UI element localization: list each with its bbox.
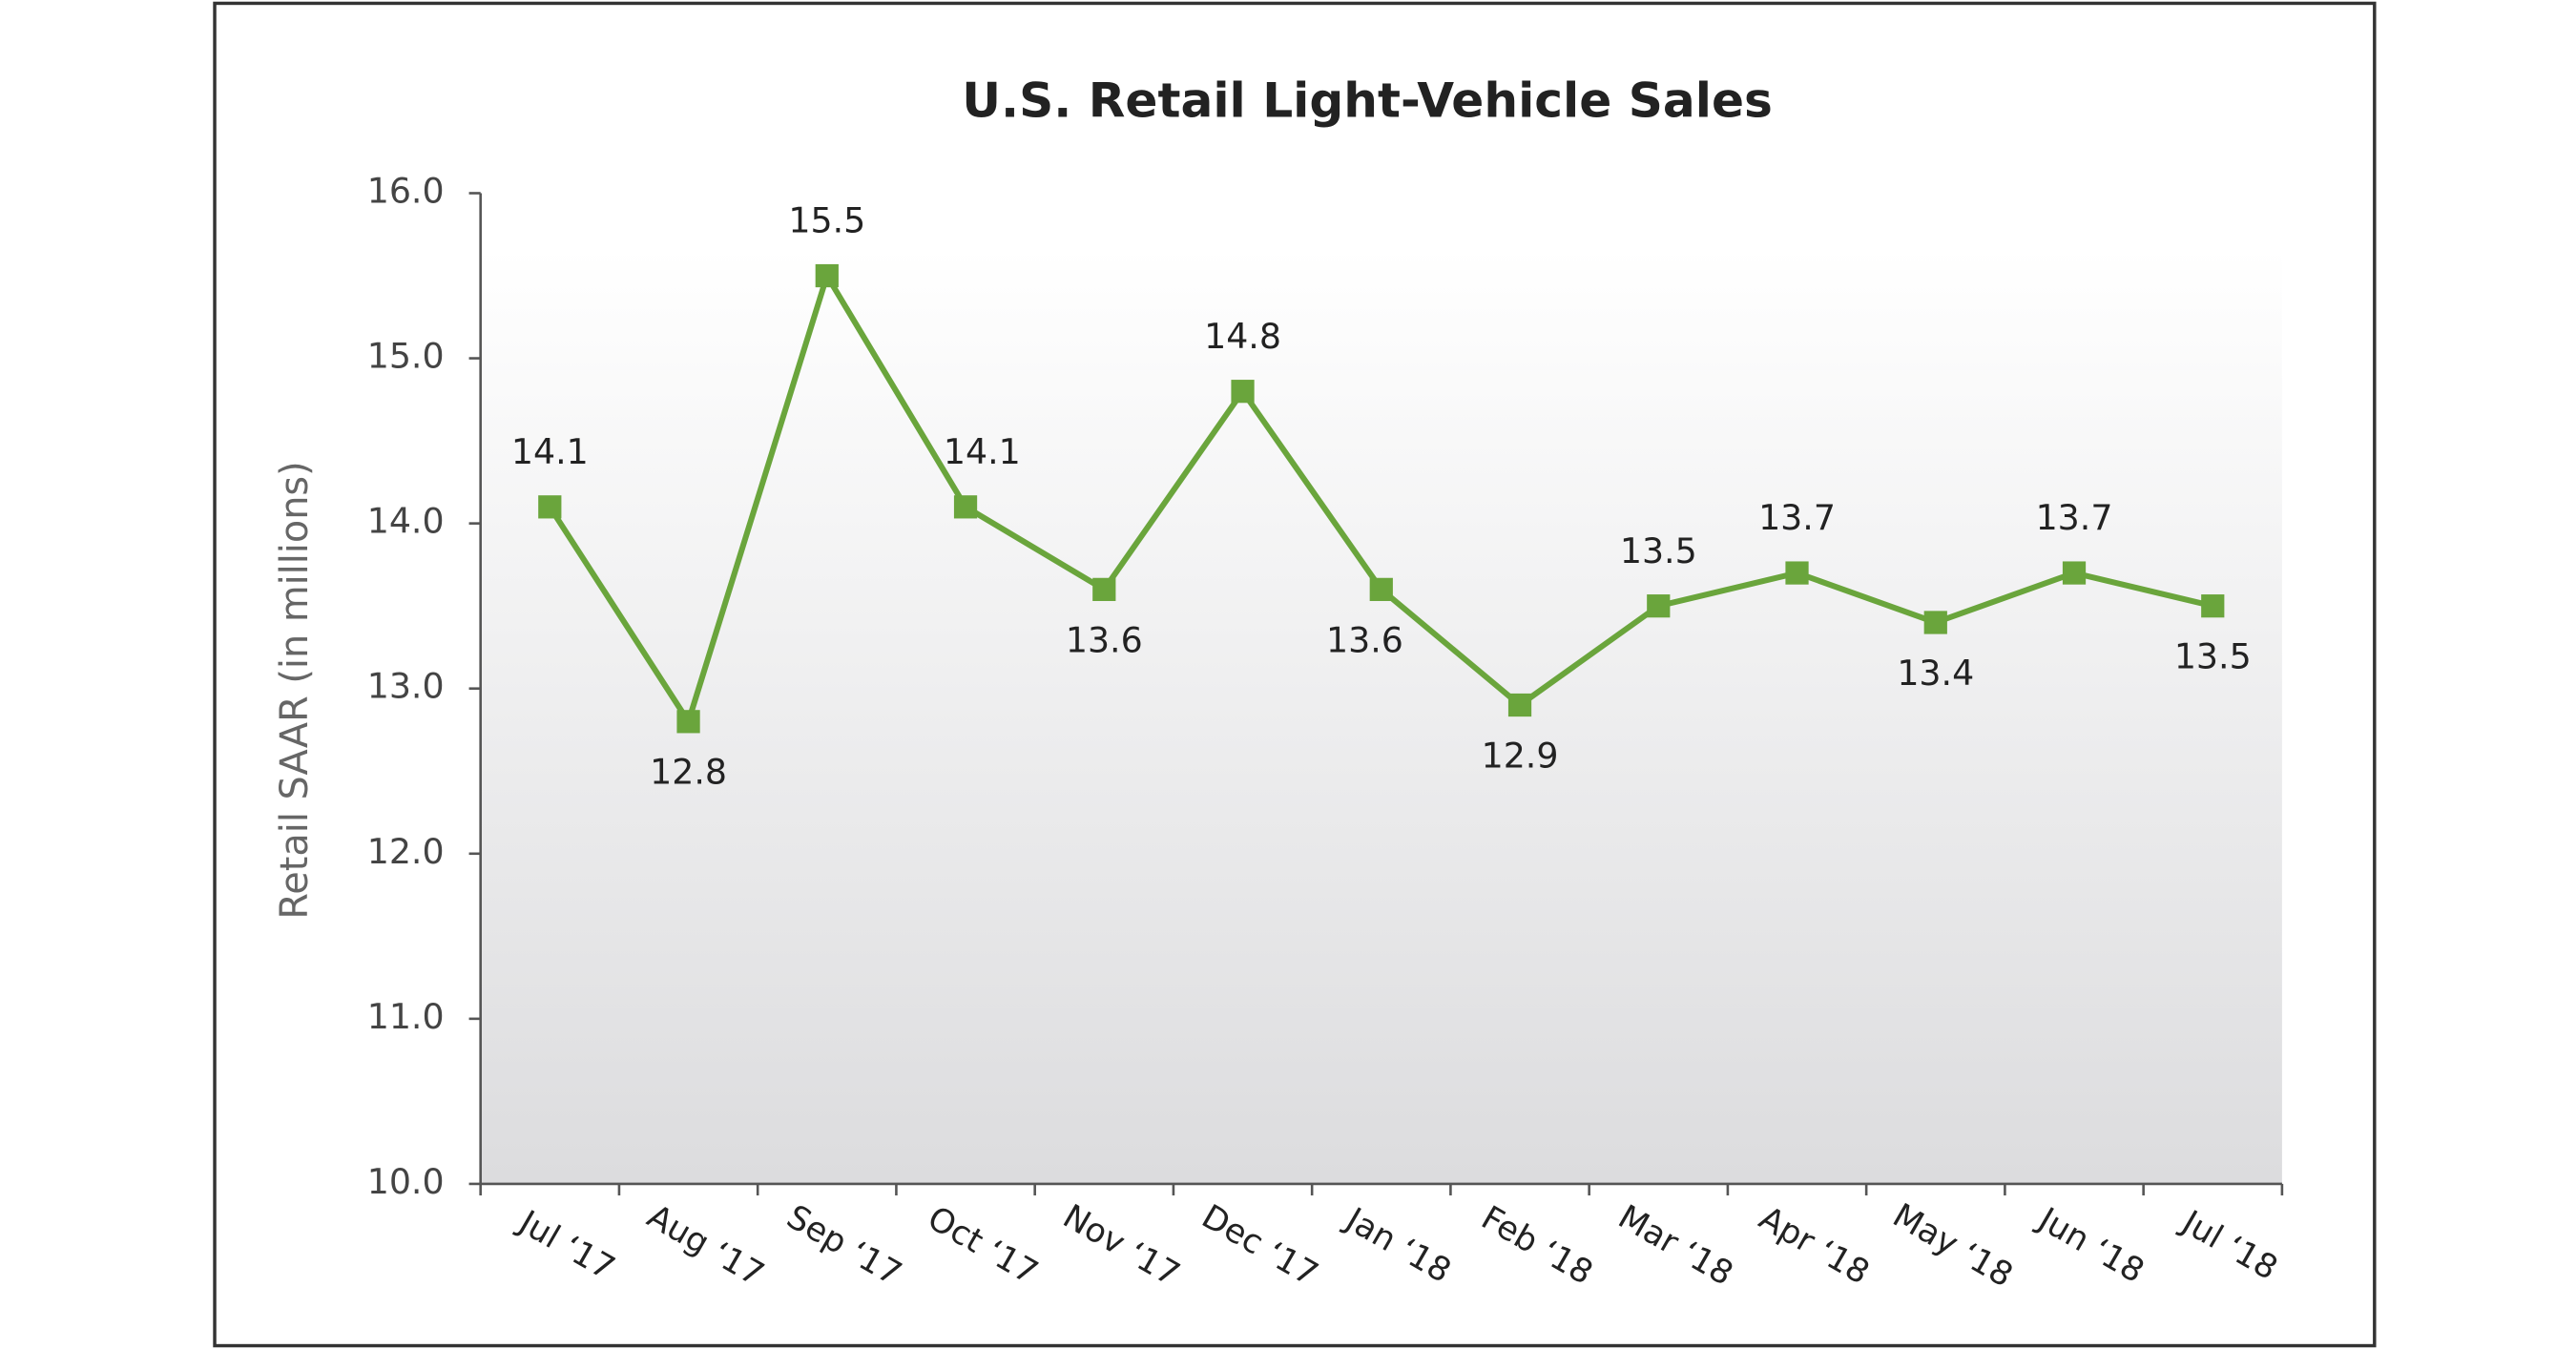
data-point xyxy=(1923,611,1947,634)
data-label: 13.6 xyxy=(1326,619,1403,660)
y-tick-label: 14.0 xyxy=(367,501,445,542)
data-point xyxy=(1092,577,1116,601)
data-label: 15.5 xyxy=(788,200,865,241)
data-point xyxy=(2062,561,2087,585)
data-label: 14.1 xyxy=(944,431,1021,472)
data-label: 14.1 xyxy=(511,431,589,472)
data-label: 12.9 xyxy=(1482,735,1559,776)
data-label: 13.4 xyxy=(1897,653,1974,694)
data-point xyxy=(1507,693,1532,717)
data-label: 13.5 xyxy=(2174,636,2252,677)
data-label: 12.8 xyxy=(650,752,727,793)
y-tick-label: 16.0 xyxy=(367,170,445,211)
data-label: 13.7 xyxy=(1758,497,1836,538)
data-point xyxy=(1369,577,1393,601)
data-label: 14.8 xyxy=(1204,316,1281,357)
y-tick-label: 15.0 xyxy=(367,336,445,377)
data-label: 13.7 xyxy=(2036,497,2113,538)
data-point xyxy=(1647,594,1671,618)
y-tick-label: 13.0 xyxy=(367,666,445,707)
plot-background xyxy=(480,247,2282,1184)
data-point xyxy=(953,495,978,519)
chart-title: U.S. Retail Light-Vehicle Sales xyxy=(962,73,1773,129)
data-point xyxy=(1231,380,1255,404)
data-label: 13.5 xyxy=(1620,530,1697,571)
data-point xyxy=(815,263,839,288)
y-tick-label: 12.0 xyxy=(367,831,445,872)
y-tick-label: 11.0 xyxy=(367,996,445,1037)
data-point xyxy=(1785,561,1809,585)
data-label: 13.6 xyxy=(1066,619,1143,660)
y-tick-label: 10.0 xyxy=(367,1161,445,1202)
data-point xyxy=(538,495,562,519)
y-axis-label: Retail SAAR (in millions) xyxy=(273,461,317,919)
data-point xyxy=(676,710,700,734)
data-point xyxy=(2201,594,2225,618)
